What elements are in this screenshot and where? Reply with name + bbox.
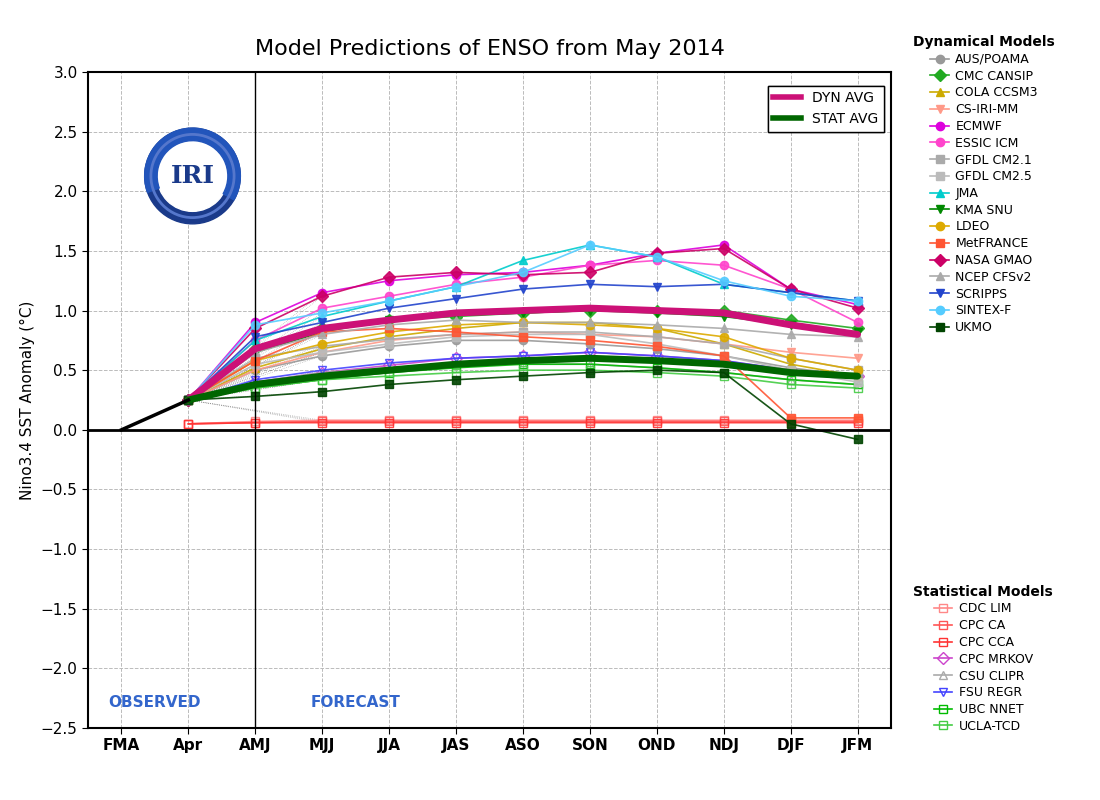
Legend: DYN AVG, STAT AVG: DYN AVG, STAT AVG bbox=[768, 86, 884, 131]
Text: OBSERVED: OBSERVED bbox=[109, 695, 201, 710]
Text: FORECAST: FORECAST bbox=[310, 695, 400, 710]
Legend: CDC LIM, CPC CA, CPC CCA, CPC MRKOV, CSU CLIPR, FSU REGR, UBC NNET, UCLA-TCD: CDC LIM, CPC CA, CPC CCA, CPC MRKOV, CSU… bbox=[909, 580, 1058, 738]
Text: IRI: IRI bbox=[170, 164, 214, 188]
Title: Model Predictions of ENSO from May 2014: Model Predictions of ENSO from May 2014 bbox=[254, 39, 725, 59]
Circle shape bbox=[157, 141, 228, 211]
Legend: AUS/POAMA, CMC CANSIP, COLA CCSM3, CS-IRI-MM, ECMWF, ESSIC ICM, GFDL CM2.1, GFDL: AUS/POAMA, CMC CANSIP, COLA CCSM3, CS-IR… bbox=[909, 30, 1060, 339]
Wedge shape bbox=[145, 128, 240, 200]
Y-axis label: Nino3.4 SST Anomaly (°C): Nino3.4 SST Anomaly (°C) bbox=[20, 300, 35, 500]
Circle shape bbox=[145, 128, 240, 224]
